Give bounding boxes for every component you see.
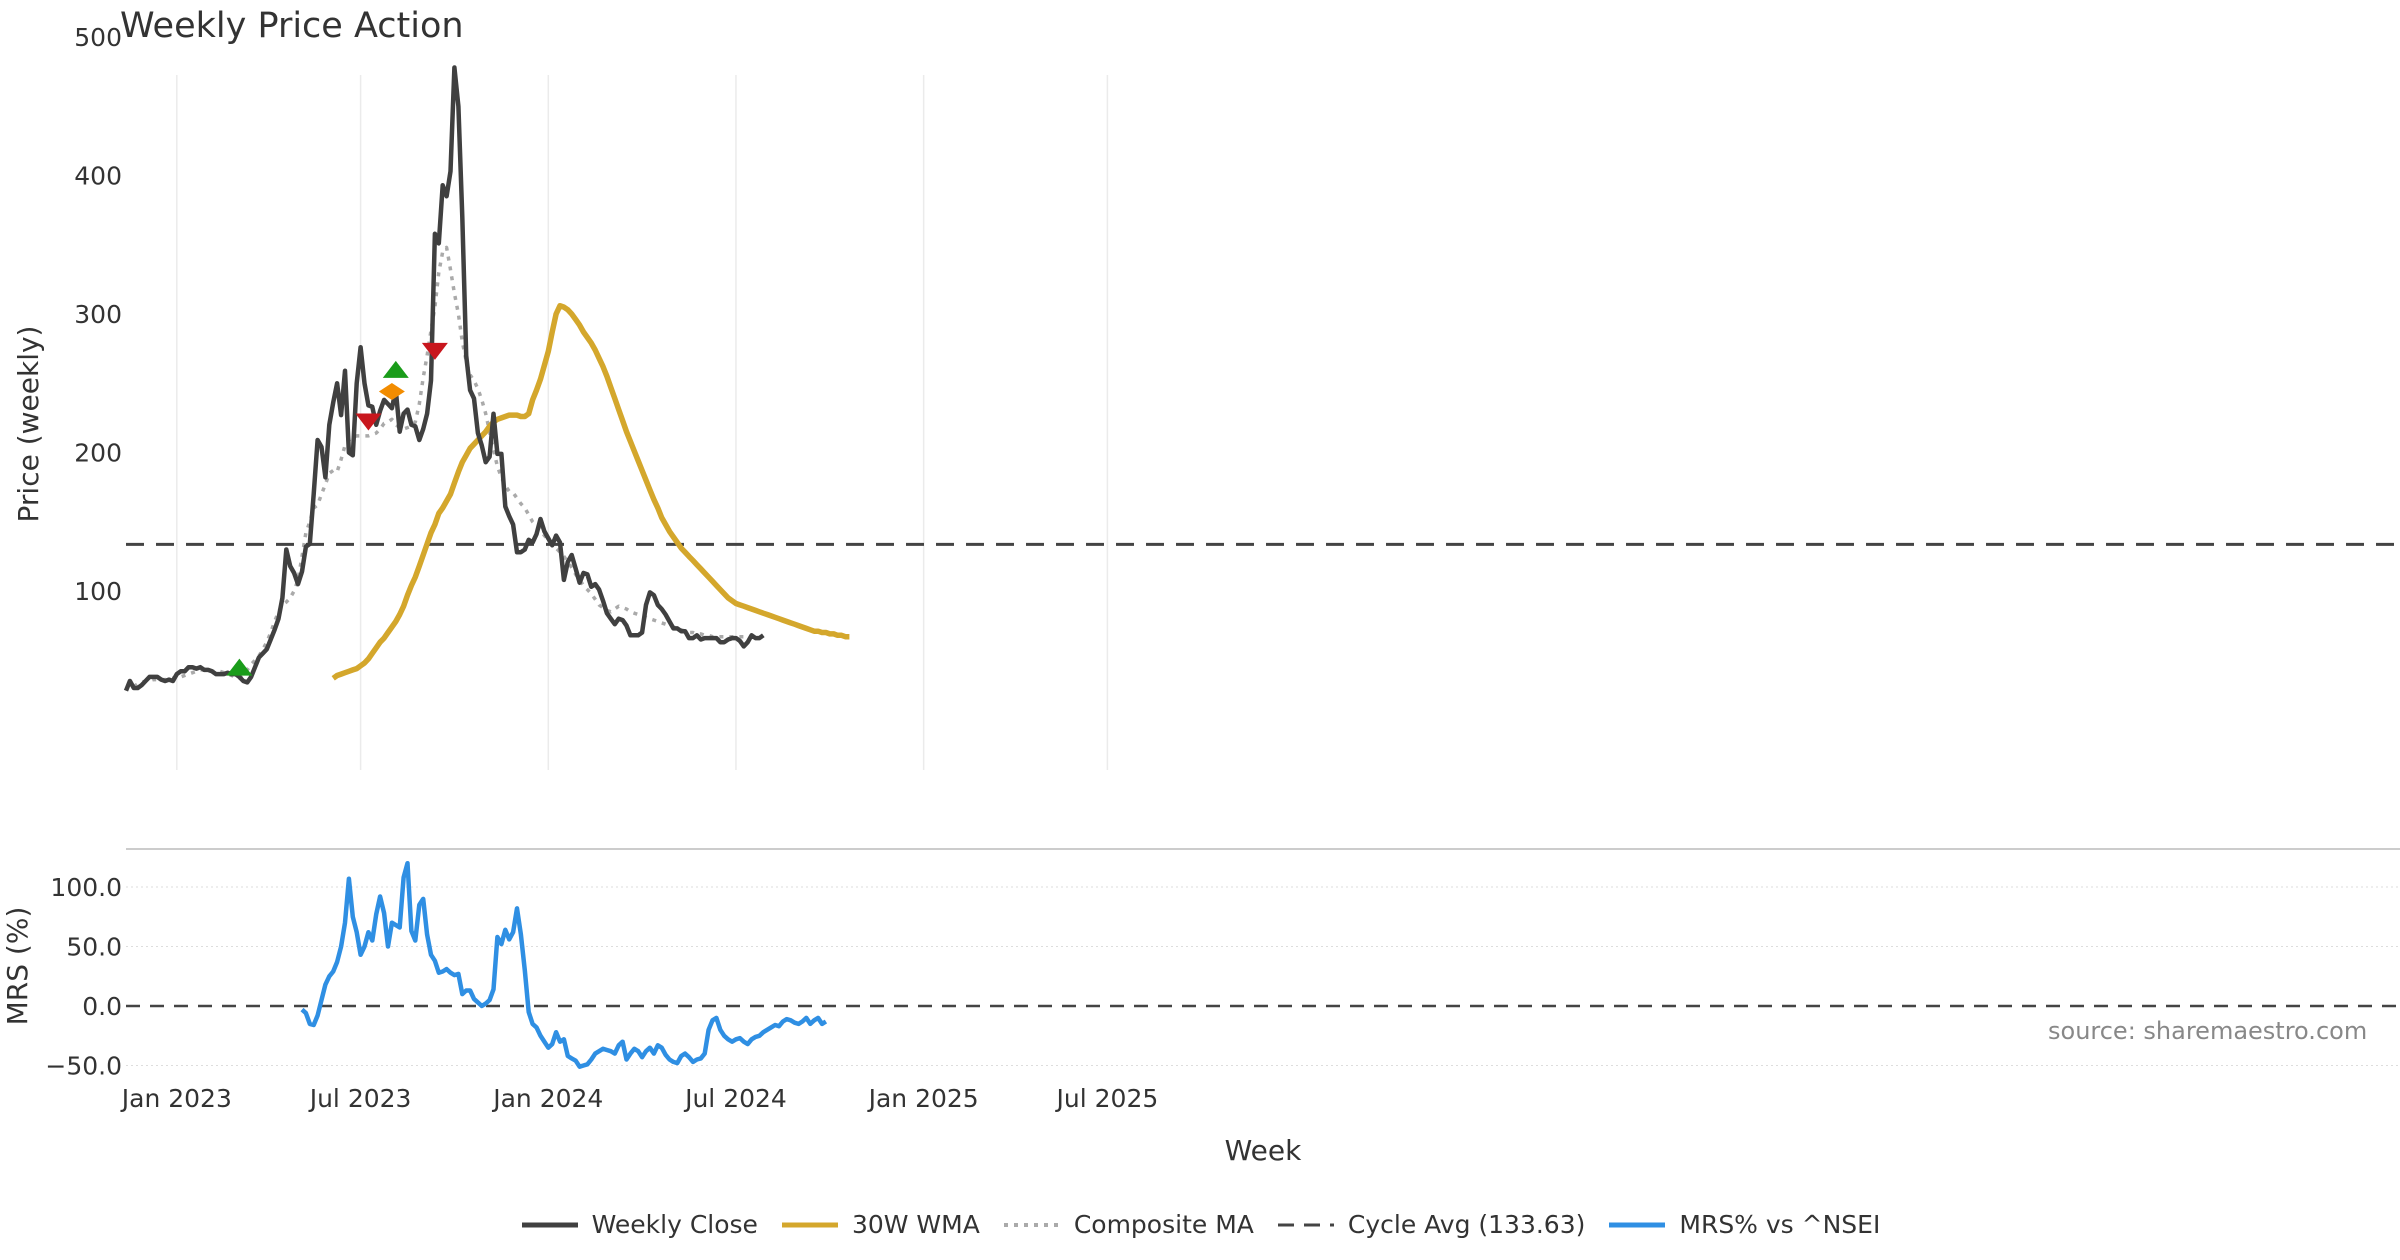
x-tick-label: Jul 2025	[1055, 1084, 1159, 1113]
chart-title: Weekly Price Action	[120, 6, 464, 46]
sell-signal-marker	[355, 413, 382, 431]
sell-signal-marker	[421, 342, 448, 360]
price-y-axis: 100 200 300 400 500	[74, 23, 122, 606]
x-tick-label: Jul 2024	[683, 1084, 787, 1113]
price-y-tick-label: 500	[74, 23, 122, 52]
legend-item-mrs: MRS% vs ^NSEI	[1607, 1210, 1880, 1239]
mrs-y-tick-label: 0.0	[82, 992, 122, 1021]
price-markers	[226, 342, 448, 676]
legend: Weekly Close 30W WMA Composite MA Cycle …	[0, 1210, 2400, 1239]
legend-label-mrs: MRS% vs ^NSEI	[1679, 1210, 1881, 1239]
price-y-tick-label: 400	[74, 162, 122, 191]
legend-label-cycle-avg: Cycle Avg (133.63)	[1347, 1210, 1586, 1239]
legend-item-30w-wma: 30W WMA	[780, 1210, 980, 1239]
series-line-composite-ma	[132, 245, 748, 689]
x-tick-label: Jan 2023	[120, 1084, 232, 1113]
legend-item-composite-ma: Composite MA	[1002, 1210, 1254, 1239]
price-grid	[176, 75, 1109, 770]
legend-swatch-cycle-avg	[1277, 1223, 1334, 1226]
source-note: source: sharemaestro.com	[2048, 1017, 2368, 1045]
price-series	[123, 65, 2400, 692]
price-y-tick-label: 200	[74, 439, 122, 468]
mrs-y-axis: 100.0 50.0 0.0 −50.0	[45, 873, 122, 1081]
legend-swatch-mrs	[1609, 1222, 1666, 1227]
buy-signal-marker	[382, 360, 409, 378]
price-y-axis-label: Price (weekly)	[12, 326, 45, 523]
x-tick-label: Jan 2025	[867, 1084, 979, 1113]
legend-label-30w-wma: 30W WMA	[851, 1210, 980, 1239]
legend-label-weekly-close: Weekly Close	[591, 1210, 758, 1239]
mrs-grid	[126, 886, 2400, 1066]
x-tick-label: Jan 2024	[491, 1084, 603, 1113]
mrs-series	[300, 860, 828, 1069]
x-axis: Jan 2023 Jul 2023 Jan 2024 Jul 2024 Jan 2025…	[120, 1084, 1159, 1113]
legend-swatch-weekly-close	[521, 1222, 578, 1227]
price-y-tick-label: 100	[74, 577, 122, 606]
mrs-y-axis-label: MRS (%)	[1, 907, 34, 1026]
series-line-mrs-vs-nsei	[300, 860, 828, 1069]
x-tick-label: Jul 2023	[308, 1084, 412, 1113]
buy-signal-marker	[226, 658, 253, 676]
mrs-y-tick-label: 100.0	[50, 873, 122, 902]
mrs-y-tick-label: 50.0	[66, 933, 122, 962]
warn-signal-marker	[378, 383, 405, 401]
mrs-y-tick-label: −50.0	[45, 1052, 122, 1081]
price-y-tick-label: 300	[74, 300, 122, 329]
series-line-weekly-close	[123, 65, 765, 692]
legend-item-cycle-avg: Cycle Avg (133.63)	[1276, 1210, 1586, 1239]
legend-item-weekly-close: Weekly Close	[520, 1210, 758, 1239]
x-axis-label: Week	[1225, 1134, 1302, 1167]
legend-swatch-composite-ma	[1003, 1222, 1060, 1227]
legend-swatch-30w-wma	[781, 1222, 838, 1227]
legend-label-composite-ma: Composite MA	[1073, 1210, 1254, 1239]
series-line-30w-wma	[331, 302, 850, 681]
